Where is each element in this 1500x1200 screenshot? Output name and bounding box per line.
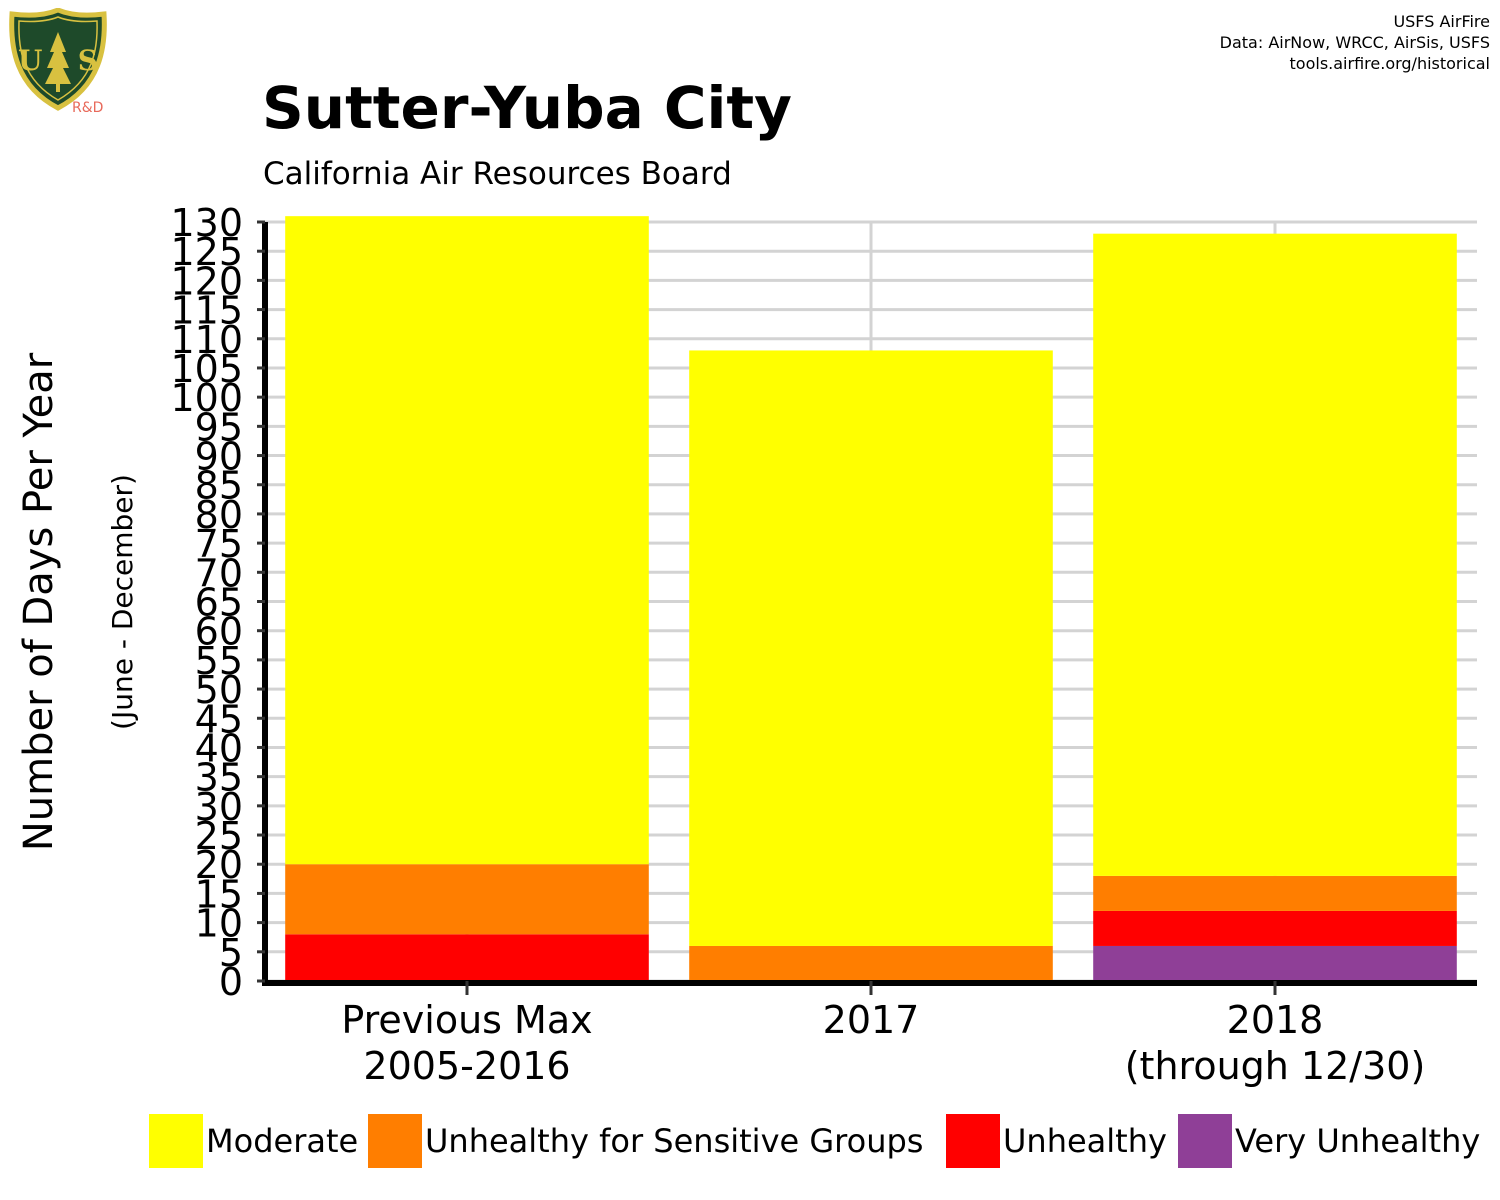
legend-label: Unhealthy for Sensitive Groups bbox=[425, 1122, 923, 1160]
y-tick-label: 125 bbox=[170, 230, 243, 274]
credit-line-1: USFS AirFire bbox=[1393, 12, 1490, 31]
bar-segment-unhealthy-for-sensitive-groups bbox=[689, 945, 1053, 981]
y-axis-title: Number of Days Per Year bbox=[16, 352, 62, 851]
y-tick-label: 130 bbox=[170, 201, 243, 245]
y-tick-label: 60 bbox=[195, 610, 243, 654]
y-tick-label: 85 bbox=[195, 464, 243, 508]
bar-segment-very-unhealthy bbox=[1093, 945, 1457, 981]
y-tick-label: 110 bbox=[170, 318, 243, 362]
legend-swatch bbox=[946, 1114, 1000, 1168]
y-tick-label: 40 bbox=[195, 726, 243, 770]
y-tick-label: 30 bbox=[195, 785, 243, 829]
legend-label: Moderate bbox=[206, 1122, 358, 1160]
legend-label: Very Unhealthy bbox=[1235, 1122, 1480, 1160]
y-tick-label: 100 bbox=[170, 376, 243, 420]
usfs-logo: U S bbox=[9, 8, 107, 111]
y-tick-label: 35 bbox=[195, 756, 243, 800]
bar-segment-unhealthy-for-sensitive-groups bbox=[285, 864, 649, 935]
legend-swatch bbox=[149, 1114, 203, 1168]
y-tick-label: 105 bbox=[170, 347, 243, 391]
y-tick-label: 120 bbox=[170, 259, 243, 303]
svg-text:R&D: R&D bbox=[72, 100, 103, 116]
y-tick-label: 70 bbox=[195, 551, 243, 595]
x-tick-label: 2017 bbox=[823, 998, 920, 1042]
credit-line-2: Data: AirNow, WRCC, AirSis, USFS bbox=[1219, 33, 1490, 52]
y-tick-label: 90 bbox=[195, 435, 243, 479]
y-axis-subtitle: (June - December) bbox=[106, 474, 139, 730]
y-tick-label: 0 bbox=[219, 960, 243, 1004]
y-tick-label: 15 bbox=[195, 872, 243, 916]
y-tick-label: 55 bbox=[195, 639, 243, 683]
bar-segment-moderate bbox=[689, 350, 1053, 946]
x-tick-label: Previous Max 2005-2016 bbox=[341, 998, 592, 1088]
logo-rd-tag: R&D bbox=[72, 100, 103, 116]
credit-line-3: tools.airfire.org/historical bbox=[1289, 54, 1490, 73]
bar-segment-moderate bbox=[1093, 233, 1457, 876]
y-tick-label: 50 bbox=[195, 668, 243, 712]
chart-subtitle: California Air Resources Board bbox=[263, 156, 732, 192]
bar-segment-moderate bbox=[285, 216, 649, 865]
y-tick-label: 10 bbox=[195, 902, 243, 946]
y-tick-label: 95 bbox=[195, 405, 243, 449]
legend-swatch bbox=[1178, 1114, 1232, 1168]
y-tick-label: 45 bbox=[195, 697, 243, 741]
chart-title: Sutter-Yuba City bbox=[262, 74, 792, 142]
y-tick-label: 20 bbox=[195, 843, 243, 887]
logo-shield-text: U S bbox=[18, 44, 98, 77]
tree-icon bbox=[45, 32, 71, 84]
y-tick-label: 25 bbox=[195, 814, 243, 858]
bar-segment-unhealthy-for-sensitive-groups bbox=[1093, 875, 1457, 911]
legend-swatch bbox=[368, 1114, 422, 1168]
y-tick-label: 65 bbox=[195, 581, 243, 625]
bar-segment-unhealthy bbox=[285, 934, 649, 981]
bar-segment-unhealthy bbox=[1093, 910, 1457, 946]
legend-label: Unhealthy bbox=[1003, 1122, 1167, 1160]
y-tick-label: 80 bbox=[195, 493, 243, 537]
y-tick-label: 75 bbox=[195, 522, 243, 566]
y-tick-label: 5 bbox=[219, 931, 243, 975]
x-tick-label: 2018 (through 12/30) bbox=[1125, 998, 1426, 1088]
y-tick-label: 115 bbox=[170, 289, 243, 333]
